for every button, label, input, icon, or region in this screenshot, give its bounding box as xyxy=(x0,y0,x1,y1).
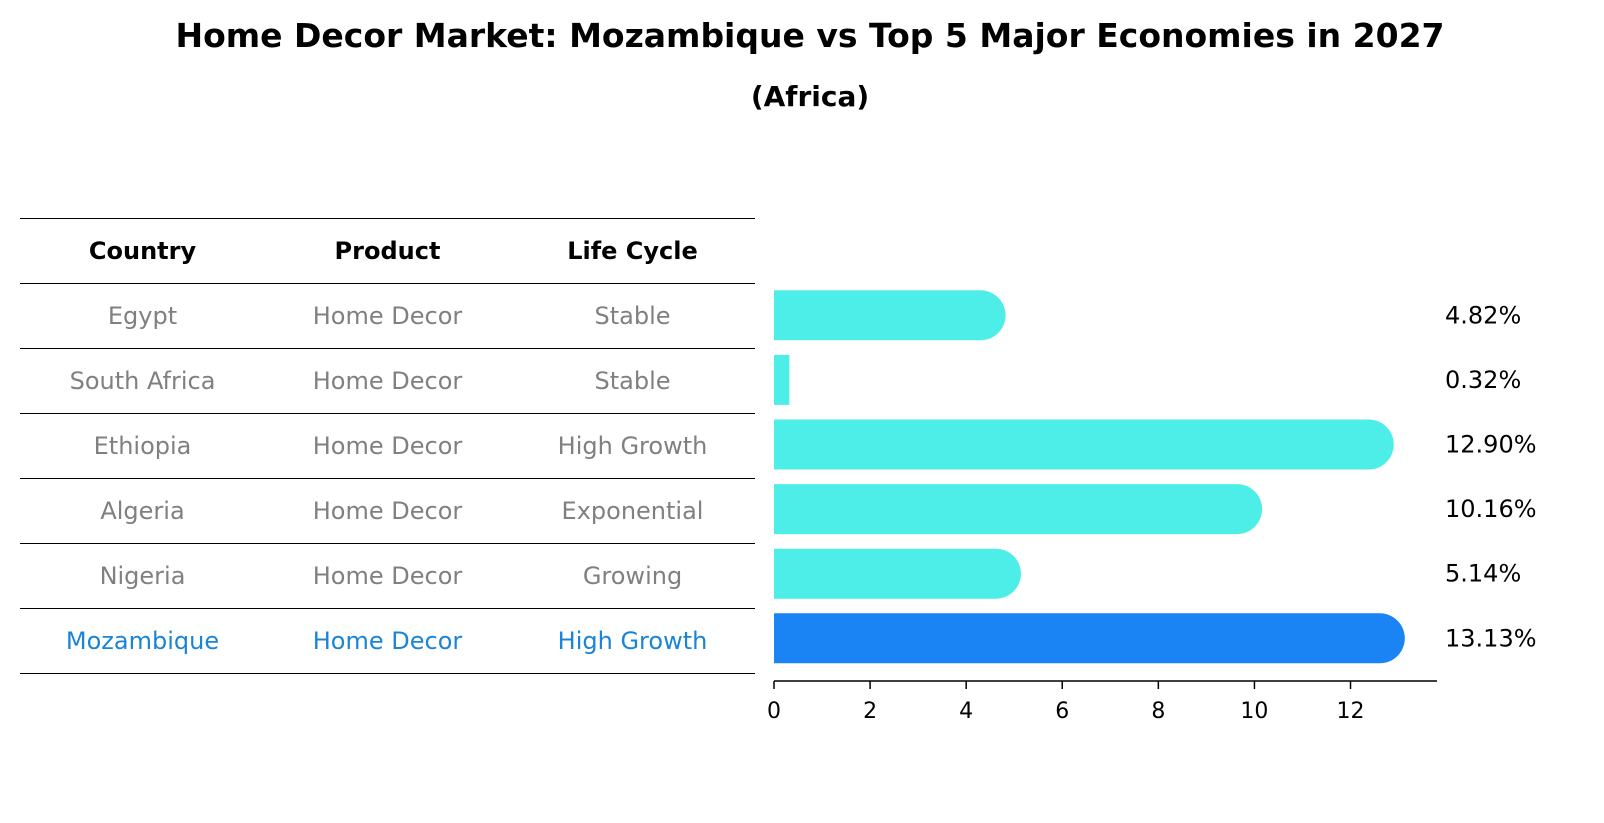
bar-mozambique xyxy=(774,613,1405,664)
cell-life-cycle: Exponential xyxy=(561,497,704,525)
data-table: Country Product Life Cycle Egypt Home De… xyxy=(20,218,755,674)
cell-life-cycle: Stable xyxy=(594,367,671,395)
bar-value-label: 5.14% xyxy=(1445,560,1521,588)
bar-egypt xyxy=(774,290,1006,341)
cell-country: Mozambique xyxy=(65,627,220,655)
cell-life-cycle: High Growth xyxy=(557,432,708,460)
bar-south-africa xyxy=(774,354,790,405)
chart-subtitle: (Africa) xyxy=(750,80,870,113)
x-tick-label: 8 xyxy=(1151,699,1165,724)
chart-title: Home Decor Market: Mozambique vs Top 5 M… xyxy=(175,16,1445,55)
table-row: South Africa Home Decor Stable xyxy=(20,348,755,413)
cell-country: Egypt xyxy=(107,302,178,330)
x-tick-label: 6 xyxy=(1055,699,1069,724)
bar-ethiopia xyxy=(774,419,1394,470)
bar-algeria xyxy=(774,484,1263,535)
table-header-row: Country Product Life Cycle xyxy=(20,218,755,283)
cell-country: Nigeria xyxy=(99,562,186,590)
cell-product: Home Decor xyxy=(312,627,463,655)
x-tick-label: 0 xyxy=(767,699,781,724)
x-tick-label: 10 xyxy=(1240,699,1268,724)
cell-life-cycle: Stable xyxy=(594,302,671,330)
table-row: Algeria Home Decor Exponential xyxy=(20,478,755,543)
bar-nigeria xyxy=(774,548,1021,599)
cell-country: South Africa xyxy=(69,367,216,395)
table-row: Nigeria Home Decor Growing xyxy=(20,543,755,608)
table-row: Egypt Home Decor Stable xyxy=(20,283,755,348)
cell-product: Home Decor xyxy=(312,497,463,525)
table-row-highlight: Mozambique Home Decor High Growth xyxy=(20,608,755,674)
bar-value-label: 0.32% xyxy=(1445,366,1521,394)
bar-value-label: 13.13% xyxy=(1445,624,1537,652)
x-tick-label: 2 xyxy=(863,699,877,724)
table-row: Ethiopia Home Decor High Growth xyxy=(20,413,755,478)
bar-value-label: 12.90% xyxy=(1445,431,1537,459)
header-product: Product xyxy=(334,237,441,265)
x-tick-label: 4 xyxy=(959,699,973,724)
bar-value-label: 4.82% xyxy=(1445,301,1521,329)
cell-country: Ethiopia xyxy=(93,432,192,460)
cell-life-cycle: Growing xyxy=(582,562,683,590)
cell-life-cycle: High Growth xyxy=(557,627,708,655)
cell-product: Home Decor xyxy=(312,432,463,460)
header-life-cycle: Life Cycle xyxy=(567,237,698,265)
cell-product: Home Decor xyxy=(312,302,463,330)
cell-product: Home Decor xyxy=(312,367,463,395)
header-country: Country xyxy=(88,237,197,265)
bar-value-label: 10.16% xyxy=(1445,495,1537,523)
cell-country: Algeria xyxy=(100,497,185,525)
x-tick-label: 12 xyxy=(1337,699,1365,724)
cell-product: Home Decor xyxy=(312,562,463,590)
